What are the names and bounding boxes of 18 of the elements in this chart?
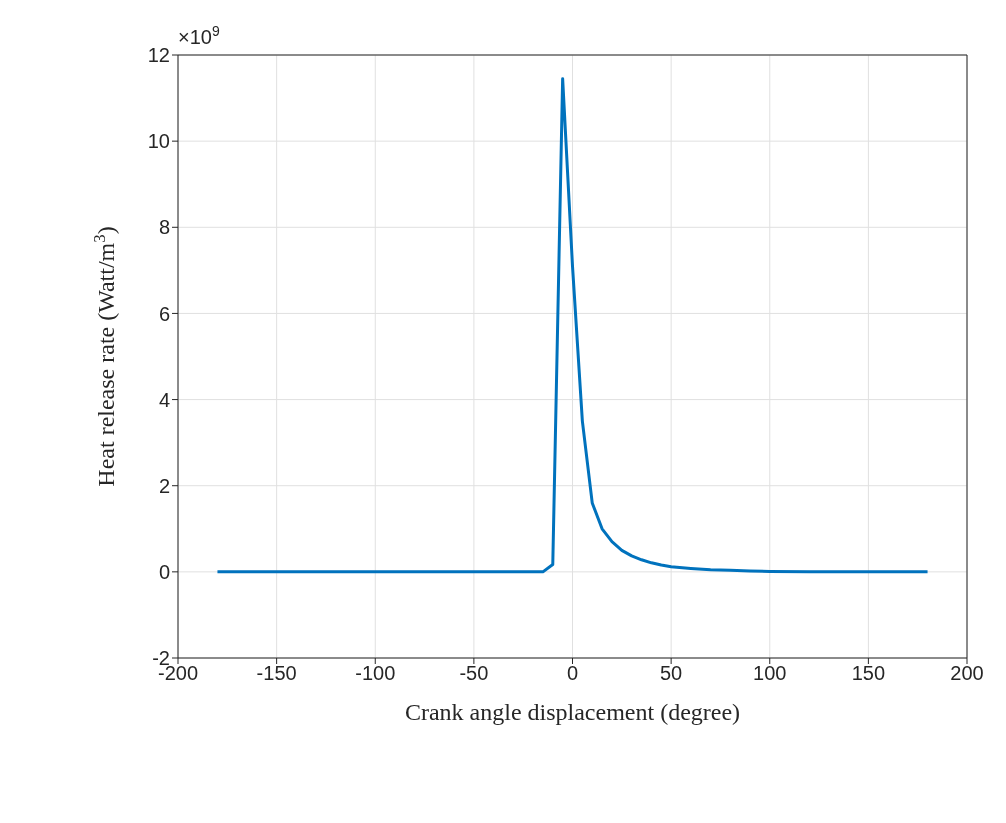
x-axis-title: Crank angle displacement (degree) <box>404 699 741 725</box>
x-tick-label: 150 <box>851 662 886 685</box>
y-tick-label: 6 <box>158 302 170 325</box>
x-tick-label: 200 <box>950 662 984 685</box>
x-tick-label: -150 <box>256 662 297 685</box>
y-tick-label: 0 <box>158 560 170 583</box>
x-tick-label: 100 <box>753 662 787 685</box>
y-tick-label: 10 <box>147 130 170 153</box>
y-tick-label: 4 <box>158 388 170 411</box>
y-tick-label: 8 <box>158 216 170 239</box>
y-tick-label: 12 <box>147 44 170 67</box>
text: ×10$^{9}$ <box>178 23 220 48</box>
x-tick-label: 50 <box>660 662 683 685</box>
x-tick-label: 0 <box>566 662 579 685</box>
y-tick-label: 2 <box>158 474 170 497</box>
line-series <box>215 77 930 574</box>
x-tick-label: -50 <box>459 662 489 685</box>
x-tick-label: -100 <box>355 662 396 685</box>
